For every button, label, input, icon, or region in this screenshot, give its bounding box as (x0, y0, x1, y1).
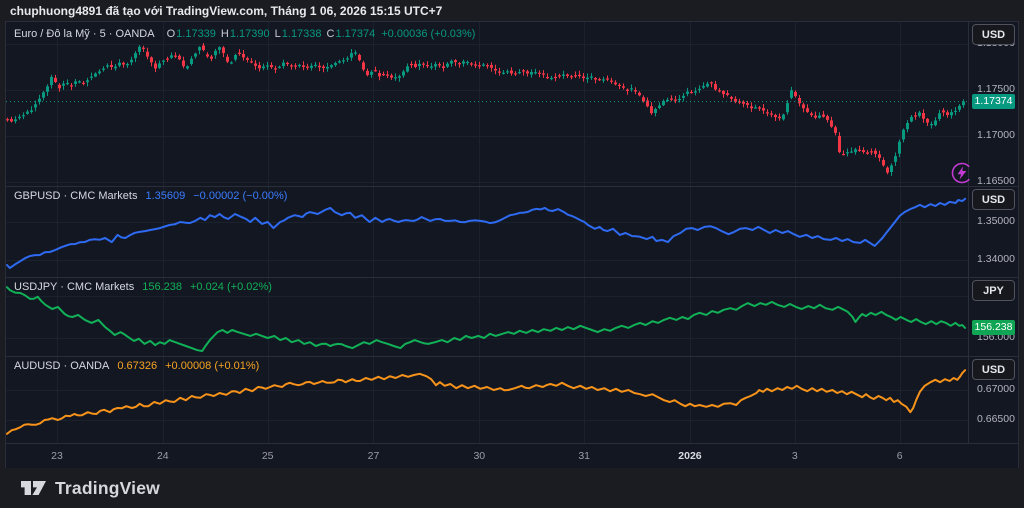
symbol-title-eurusd[interactable]: Euro / Đô la Mỹ · 5 · OANDA (14, 28, 155, 40)
tradingview-logo-icon[interactable] (20, 477, 47, 499)
symbol-title-usdjpy[interactable]: USDJPY · CMC Markets (14, 281, 135, 293)
ohlc-low-label: L (274, 28, 281, 40)
price-tick-label: 1.34000 (977, 253, 1015, 265)
time-axis-label: 23 (51, 450, 63, 462)
time-axis-label: 27 (367, 450, 380, 462)
symbol-title-audusd[interactable]: AUDUSD · OANDA (14, 360, 110, 372)
pane3-currency-button[interactable]: JPY (972, 280, 1015, 301)
usdjpy-plot[interactable] (6, 277, 968, 356)
change-value-eurusd: +0.00036 (+0.03%) (381, 28, 476, 40)
legend-audusd: AUDUSD · OANDA 0.67326 +0.00008 (+0.01%) (14, 360, 259, 372)
change-value-usdjpy: +0.024 (+0.02%) (189, 281, 272, 293)
last-value-usdjpy: 156.238 (142, 281, 182, 293)
pane1-currency-button[interactable]: USD (972, 24, 1015, 45)
last-value-gbpusd: 1.35609 (145, 190, 186, 202)
flash-icon[interactable] (950, 161, 974, 185)
price-tick-label: 0.66500 (977, 413, 1015, 426)
gbpusd-plot[interactable] (6, 186, 968, 277)
tradingview-brand-text[interactable]: TradingView (55, 477, 160, 498)
pane2-currency-button[interactable]: USD (972, 189, 1015, 210)
legend-usdjpy: USDJPY · CMC Markets 156.238 +0.024 (+0.02… (14, 281, 272, 293)
legend-gbpusd: GBPUSD · CMC Markets 1.35609 −0.00002 (−0.… (14, 190, 287, 202)
last-price-badge: 156.238 (972, 319, 1015, 335)
audusd-plot[interactable] (6, 356, 968, 443)
change-value-gbpusd: −0.00002 (−0.00%) (193, 190, 288, 202)
eurusd-plot[interactable] (6, 22, 968, 186)
pane4-currency-button[interactable]: USD (972, 359, 1015, 380)
price-tick-label: 1.17500 (977, 83, 1015, 95)
price-tick-label: 0.67000 (977, 383, 1015, 396)
pane-separator[interactable] (6, 277, 1018, 278)
ohlc-high-value: 1.17390 (229, 28, 270, 40)
ohlc-open-label: O (166, 28, 176, 40)
ohlc-open-value: 1.17339 (176, 28, 216, 40)
time-axis-label: 31 (578, 450, 590, 462)
price-tick-label: 1.17000 (977, 129, 1015, 142)
time-axis-label: 30 (473, 450, 486, 462)
ohlc-low-value: 1.17338 (281, 28, 322, 40)
ohlc-close-label: C (326, 28, 335, 40)
price-axis[interactable]: USD USD JPY USD 1.180001.175001.170001.1… (968, 22, 1018, 443)
time-axis-label: 3 (791, 450, 798, 462)
time-axis-label: 6 (896, 450, 903, 462)
chart-frame: USD USD JPY USD 1.180001.175001.170001.1… (6, 22, 1018, 468)
time-axis[interactable]: 23 24 25 27 30 31 2026 3 6 (6, 443, 1018, 468)
change-value-audusd: +0.00008 (+0.01%) (165, 360, 260, 372)
time-axis-label: 2026 (678, 450, 702, 462)
price-tick-label: 1.35000 (977, 214, 1015, 227)
chart-panes[interactable] (6, 22, 968, 443)
ohlc-high-label: H (220, 28, 229, 40)
ohlc-close-value: 1.17374 (335, 28, 376, 40)
footer-bar: TradingView (0, 468, 1024, 508)
price-tick-label: 1.16500 (977, 175, 1015, 188)
time-axis-label: 24 (156, 450, 169, 462)
last-price-badge: 1.17374 (972, 93, 1015, 109)
legend-eurusd: Euro / Đô la Mỹ · 5 · OANDA O1.17339 H1.17… (14, 28, 475, 40)
time-axis-label: 25 (261, 450, 274, 462)
symbol-title-gbpusd[interactable]: GBPUSD · CMC Markets (14, 190, 138, 202)
pane-separator[interactable] (6, 186, 1018, 187)
attribution-text: chuphuong4891 đã tạo với TradingView.com… (10, 4, 443, 18)
last-value-audusd: 0.67326 (117, 360, 158, 372)
pane-separator[interactable] (6, 356, 1018, 357)
attribution-bar: chuphuong4891 đã tạo với TradingView.com… (0, 0, 1024, 22)
